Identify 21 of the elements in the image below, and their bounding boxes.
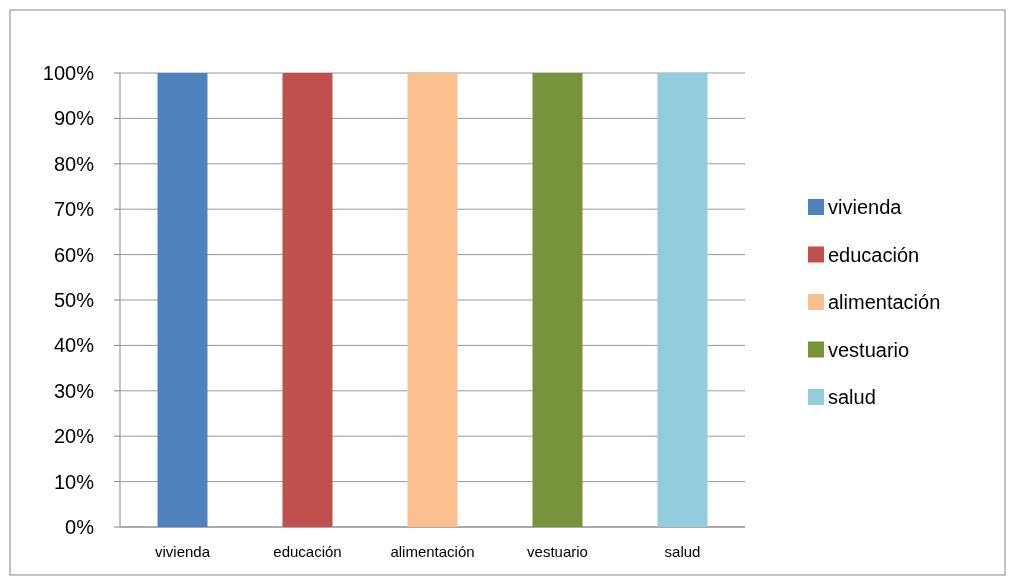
x-tick-label: educación [273,543,342,560]
y-tick-label: 70% [53,198,95,221]
legend-label: salud [828,386,876,408]
y-tick-label: 60% [53,243,95,266]
y-tick-label: 90% [53,107,95,130]
y-tick-label: 80% [53,152,95,175]
y-tick-label: 10% [53,470,95,493]
y-tick-label: 40% [53,334,95,357]
x-tick-label: salud [664,543,701,560]
legend-label: alimentación [828,291,941,313]
legend-label: vivienda [828,196,903,218]
y-tick-label: 20% [53,425,95,448]
legend-label: vestuario [828,338,910,361]
x-tick-label: vivienda [154,543,211,560]
x-tick-label: alimentación [390,543,475,560]
y-tick-label: 30% [53,379,95,402]
x-tick-label: vestuario [527,543,588,560]
y-tick-label: 50% [53,289,95,311]
y-tick-label: 100% [42,62,95,84]
legend-label: educación [828,243,920,266]
y-tick-label: 0% [65,516,95,538]
